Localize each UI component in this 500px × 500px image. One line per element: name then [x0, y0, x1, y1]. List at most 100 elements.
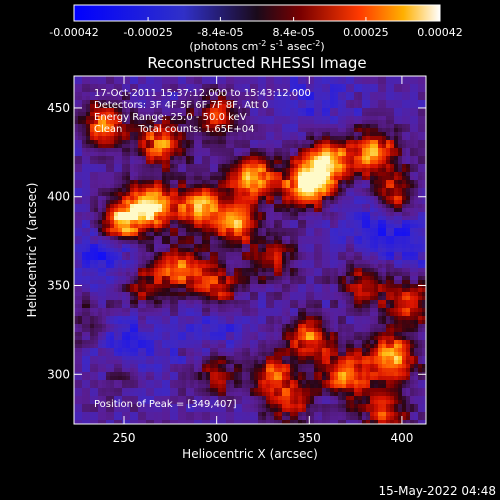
heatmap-cell	[126, 332, 130, 336]
heatmap-cell	[154, 372, 158, 376]
heatmap-cell	[214, 380, 218, 384]
heatmap-cell	[294, 272, 298, 276]
heatmap-cell	[222, 352, 226, 356]
heatmap-cell	[206, 420, 210, 424]
heatmap-cell	[90, 328, 94, 332]
heatmap-cell	[134, 112, 138, 116]
heatmap-cell	[278, 352, 282, 356]
heatmap-cell	[150, 340, 154, 344]
heatmap-cell	[194, 192, 198, 196]
heatmap-cell	[226, 180, 230, 184]
heatmap-cell	[254, 212, 258, 216]
heatmap-cell	[74, 232, 78, 236]
heatmap-cell	[202, 100, 206, 104]
heatmap-cell	[114, 264, 118, 268]
heatmap-cell	[250, 232, 254, 236]
heatmap-cell	[190, 76, 194, 80]
heatmap-cell	[178, 252, 182, 256]
heatmap-cell	[174, 148, 178, 152]
heatmap-cell	[210, 352, 214, 356]
heatmap-cell	[234, 76, 238, 80]
heatmap-cell	[282, 292, 286, 296]
heatmap-cell	[270, 396, 274, 400]
heatmap-cell	[174, 232, 178, 236]
heatmap-cell	[94, 256, 98, 260]
heatmap-cell	[282, 172, 286, 176]
heatmap-cell	[210, 356, 214, 360]
heatmap-cell	[138, 312, 142, 316]
heatmap-cell	[290, 192, 294, 196]
heatmap-cell	[86, 384, 90, 388]
heatmap-cell	[222, 364, 226, 368]
heatmap-cell	[270, 228, 274, 232]
heatmap-cell	[214, 300, 218, 304]
heatmap-cell	[170, 168, 174, 172]
heatmap-cell	[178, 224, 182, 228]
heatmap-cell	[202, 408, 206, 412]
heatmap-cell	[238, 88, 242, 92]
heatmap-cell	[114, 292, 118, 296]
heatmap-cell	[138, 204, 142, 208]
heatmap-cell	[150, 264, 154, 268]
heatmap-cell	[254, 168, 258, 172]
heatmap-cell	[202, 236, 206, 240]
heatmap-cell	[238, 164, 242, 168]
heatmap-cell	[290, 168, 294, 172]
heatmap-cell	[214, 304, 218, 308]
heatmap-cell	[266, 204, 270, 208]
heatmap-cell	[190, 324, 194, 328]
heatmap-cell	[274, 188, 278, 192]
heatmap-cell	[162, 224, 166, 228]
heatmap-cell	[206, 256, 210, 260]
heatmap-cell	[90, 148, 94, 152]
heatmap-cell	[106, 164, 110, 168]
heatmap-cell	[238, 280, 242, 284]
heatmap-cell	[118, 208, 122, 212]
heatmap-cell	[230, 220, 234, 224]
heatmap-cell	[250, 200, 254, 204]
heatmap-cell	[286, 136, 290, 140]
heatmap-cell	[98, 408, 102, 412]
heatmap-cell	[134, 192, 138, 196]
heatmap-cell	[186, 100, 190, 104]
heatmap-cell	[98, 296, 102, 300]
heatmap-cell	[142, 292, 146, 296]
heatmap-cell	[178, 336, 182, 340]
heatmap-cell	[138, 140, 142, 144]
heatmap-cell	[170, 112, 174, 116]
heatmap-cell	[238, 180, 242, 184]
heatmap-cell	[106, 244, 110, 248]
heatmap-cell	[134, 200, 138, 204]
heatmap-cell	[278, 344, 282, 348]
heatmap-cell	[78, 208, 82, 212]
heatmap-cell	[98, 272, 102, 276]
heatmap-cell	[286, 220, 290, 224]
heatmap-cell	[274, 404, 278, 408]
heatmap-cell	[226, 184, 230, 188]
heatmap-cell	[270, 76, 274, 80]
heatmap-cell	[210, 248, 214, 252]
heatmap-cell	[98, 356, 102, 360]
heatmap-cell	[210, 120, 214, 124]
heatmap-cell	[174, 372, 178, 376]
heatmap-cell	[222, 284, 226, 288]
heatmap-cell	[258, 248, 262, 252]
heatmap-cell	[190, 404, 194, 408]
heatmap-cell	[266, 128, 270, 132]
heatmap-cell	[218, 348, 222, 352]
heatmap-cell	[214, 396, 218, 400]
heatmap-cell	[170, 232, 174, 236]
heatmap-cell	[278, 228, 282, 232]
heatmap-cell	[262, 272, 266, 276]
heatmap-cell	[142, 288, 146, 292]
heatmap-cell	[278, 200, 282, 204]
heatmap-cell	[190, 228, 194, 232]
heatmap-cell	[174, 288, 178, 292]
heatmap-cell	[78, 128, 82, 132]
heatmap-cell	[162, 212, 166, 216]
heatmap-cell	[138, 164, 142, 168]
heatmap-cell	[182, 108, 186, 112]
heatmap-cell	[246, 140, 250, 144]
heatmap-cell	[230, 132, 234, 136]
heatmap-cell	[150, 124, 154, 128]
